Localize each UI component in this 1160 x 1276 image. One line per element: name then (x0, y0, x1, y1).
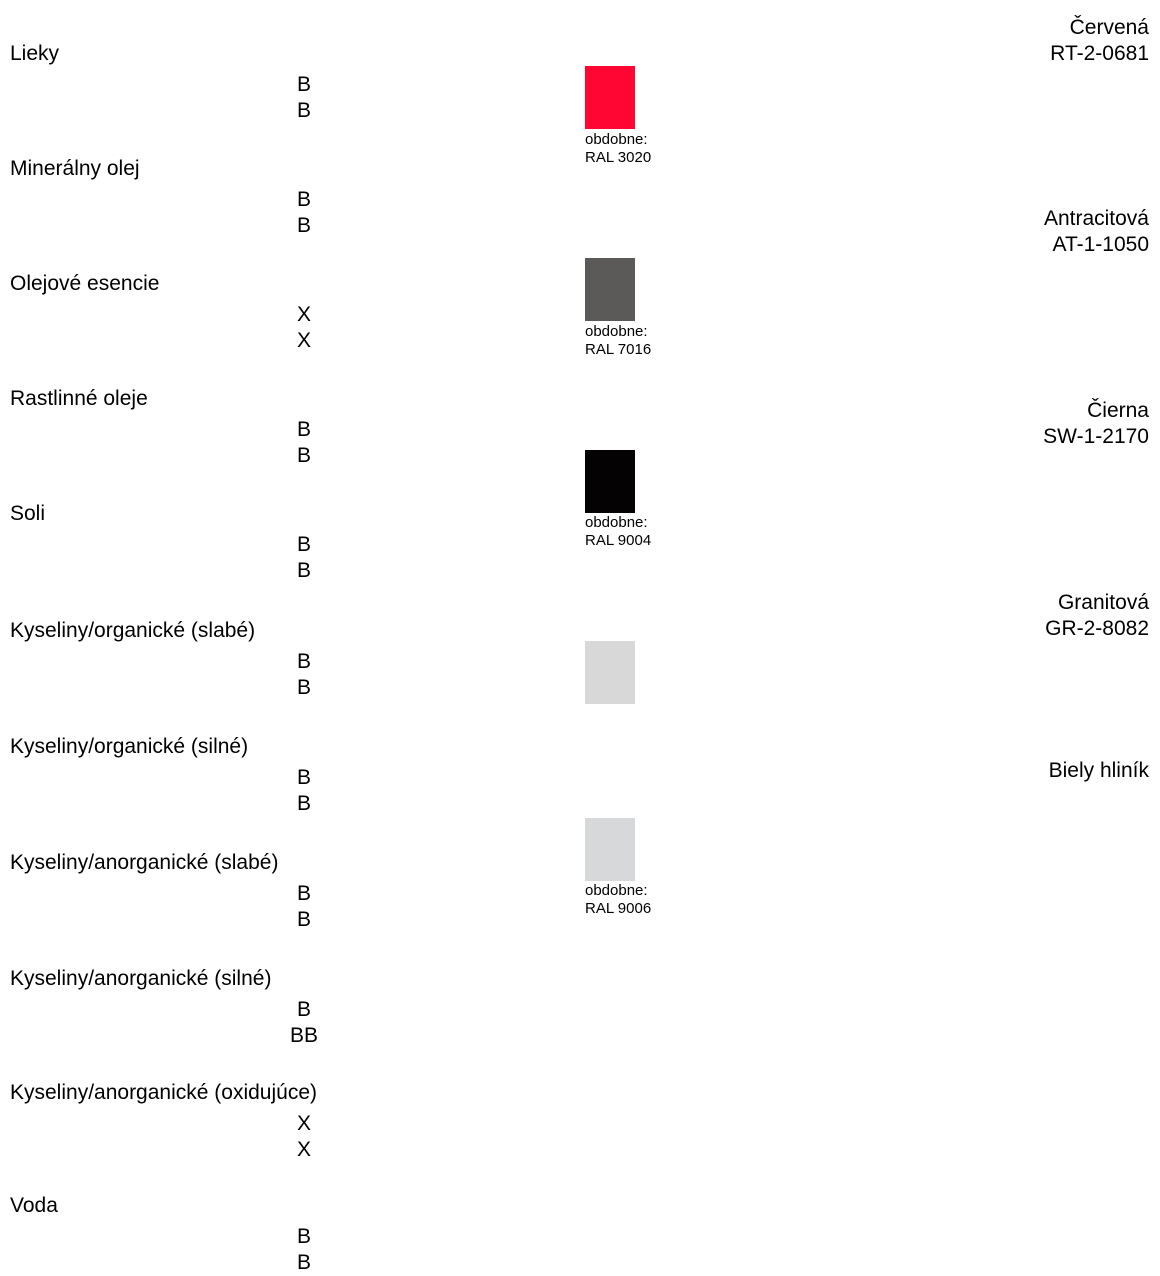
substance-rating: B (296, 676, 311, 699)
substance-name: Kyseliny/organické (silné) (10, 735, 249, 758)
swatch-note-prefix: obdobne: (585, 323, 648, 340)
substance-name: Lieky (10, 42, 60, 65)
swatch-granitova (585, 641, 635, 704)
substance-rating: B (296, 650, 311, 673)
substance-rating: B (296, 188, 311, 211)
substance-rating: B (296, 73, 311, 96)
substance-row-mineralny-olej: Minerálny olej B B (10, 156, 550, 237)
substance-list: Lieky B B Minerálny olej B B Olejové ese… (0, 0, 560, 1275)
substance-row-lieky: Lieky B B (10, 41, 550, 122)
color-name-antracitova: Antracitová (1043, 207, 1149, 230)
substance-rating: X (296, 303, 311, 326)
substance-name: Voda (10, 1194, 58, 1217)
color-name-biely-hlinik: Biely hliník (1048, 759, 1149, 782)
swatch-note-ral: RAL 9006 (585, 900, 652, 917)
substance-name: Kyseliny/anorganické (silné) (10, 967, 272, 990)
color-name-cierna: Čierna (1087, 399, 1149, 422)
color-code-cierna: SW-1-2170 (1043, 425, 1149, 448)
swatch-note-prefix: obdobne: (585, 882, 648, 899)
color-code-cervena: RT-2-0681 (1050, 42, 1149, 65)
substance-rating: BB (289, 1024, 318, 1047)
substance-row-olejove-esencie: Olejové esencie X X (10, 271, 550, 352)
swatch-note-ral: RAL 3020 (585, 149, 652, 166)
substance-rating: B (296, 99, 311, 122)
substance-name: Soli (10, 502, 46, 525)
substance-row-kyseliny-organicke-silne: Kyseliny/organické (silné) B B (10, 734, 550, 815)
substance-name: Kyseliny/anorganické (slabé) (10, 851, 279, 874)
substance-row-kyseliny-organicke-slabe: Kyseliny/organické (slabé) B B (10, 618, 550, 699)
substance-rating: B (296, 418, 311, 441)
substance-rating: X (296, 1112, 311, 1135)
substance-rating: B (296, 766, 311, 789)
swatch-note-ral: RAL 7016 (585, 341, 652, 358)
substance-rating: X (296, 1138, 311, 1161)
substance-row-kyseliny-anorganicke-oxidujuce: Kyseliny/anorganické (oxidujúce) X X (10, 1080, 550, 1161)
substance-rating: B (296, 214, 311, 237)
substance-rating: B (296, 533, 311, 556)
substance-rating: X (296, 329, 311, 352)
substance-name: Olejové esencie (10, 272, 160, 295)
substance-rating: B (296, 559, 311, 582)
color-name-cervena: Červená (1069, 16, 1149, 39)
substance-rating: B (296, 1251, 311, 1274)
substance-row-kyseliny-anorganicke-silne: Kyseliny/anorganické (silné) B BB (10, 966, 550, 1047)
swatch-note-prefix: obdobne: (585, 514, 648, 531)
swatch-biely-hlinik (585, 818, 635, 881)
substance-name: Rastlinné oleje (10, 387, 148, 410)
substance-name: Minerálny olej (10, 157, 140, 180)
substance-rating: B (296, 792, 311, 815)
swatch-antracitova (585, 258, 635, 321)
swatch-note-prefix: obdobne: (585, 131, 648, 148)
substance-row-rastlinne-oleje: Rastlinné oleje B B (10, 386, 550, 467)
substance-row-soli: Soli B B (10, 501, 550, 582)
substance-name: Kyseliny/anorganické (oxidujúce) (10, 1081, 317, 1104)
substance-row-kyseliny-anorganicke-slabe: Kyseliny/anorganické (slabé) B B (10, 850, 550, 931)
substance-rating: B (296, 908, 311, 931)
substance-rating: B (296, 998, 311, 1021)
color-code-antracitova: AT-1-1050 (1052, 233, 1150, 256)
swatch-note-ral: RAL 9004 (585, 532, 652, 549)
swatch-cervena (585, 66, 635, 129)
color-name-granitova: Granitová (1057, 591, 1149, 614)
substance-name: Kyseliny/organické (slabé) (10, 619, 256, 642)
substance-row-voda: Voda B B (10, 1193, 550, 1274)
color-code-granitova: GR-2-8082 (1045, 617, 1149, 640)
swatch-cierna (585, 450, 635, 513)
substance-rating: B (296, 882, 311, 905)
substance-rating: B (296, 1225, 311, 1248)
substance-rating: B (296, 444, 311, 467)
